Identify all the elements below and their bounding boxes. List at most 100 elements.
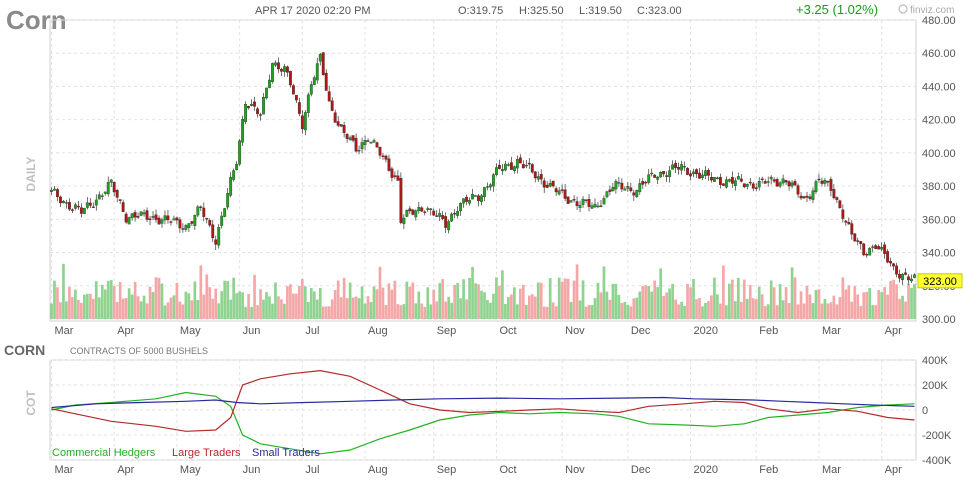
candle-body <box>913 274 916 278</box>
candle-body <box>345 133 349 139</box>
volume-bar <box>193 281 197 319</box>
candle-body <box>895 265 898 275</box>
candle-body <box>901 274 904 281</box>
candle-body <box>671 164 675 170</box>
volume-bar <box>641 285 645 319</box>
candle-body <box>471 194 474 200</box>
candle-body <box>898 273 901 279</box>
candle-body <box>483 187 486 197</box>
candle-body <box>327 91 331 102</box>
brand-label[interactable]: finviz.com <box>910 5 954 16</box>
volume-bar <box>554 306 558 319</box>
candle-body <box>820 180 824 184</box>
volume-bar <box>910 287 913 319</box>
candle-body <box>659 171 663 178</box>
volume-bar <box>354 296 358 319</box>
candle-body <box>805 195 809 198</box>
candle-body <box>59 196 62 204</box>
price-y-tick-label: 300.00 <box>922 314 956 326</box>
candle-body <box>569 200 573 203</box>
volume-bar <box>53 280 56 319</box>
candle-body <box>865 254 869 256</box>
finviz-brand[interactable]: finviz.com <box>898 4 954 16</box>
volume-bar <box>620 302 624 319</box>
candle-body <box>545 184 549 188</box>
volume-bar <box>510 294 513 319</box>
cot-x-tick-label: Mar <box>822 464 841 476</box>
volume-bar <box>339 297 343 319</box>
candle-body <box>336 121 340 126</box>
candle-body <box>841 209 845 219</box>
volume-bar <box>417 291 421 319</box>
candle-body <box>680 164 683 171</box>
candle-body <box>402 217 406 224</box>
volume-bar <box>187 293 191 319</box>
candle-body <box>378 146 382 156</box>
candle-body <box>262 97 265 115</box>
candle-body <box>611 187 615 192</box>
volume-bar <box>172 295 176 319</box>
volume-bar <box>244 306 247 319</box>
volume-bar <box>524 304 528 319</box>
volume-bar <box>605 291 609 319</box>
candle-body <box>435 215 439 217</box>
candle-body <box>515 159 519 169</box>
candle-body <box>211 224 215 239</box>
candle-body <box>542 180 546 188</box>
volume-bar <box>736 277 740 319</box>
candle-body <box>399 177 403 223</box>
volume-bar <box>823 299 827 319</box>
candle-body <box>862 243 866 256</box>
candle-body <box>587 198 591 207</box>
candle-body <box>721 183 725 186</box>
volume-bar <box>877 290 881 319</box>
volume-bar <box>841 277 845 319</box>
candle-body <box>70 209 74 211</box>
volume-bar <box>220 291 224 319</box>
last-price-tag: 323.00 <box>917 273 963 289</box>
volume-bar <box>229 299 233 319</box>
candle-body <box>232 170 236 180</box>
volume-bar <box>560 281 564 319</box>
candle-body <box>280 69 283 72</box>
price-y-tick-label: 380.00 <box>922 181 956 193</box>
candle-body <box>459 203 463 212</box>
candle-body <box>838 200 842 209</box>
cot-lines <box>51 369 915 455</box>
volume-bar <box>315 299 319 319</box>
volume-bar <box>309 288 313 319</box>
volume-bar <box>769 280 773 319</box>
volume-bar <box>530 294 534 319</box>
volume-bar <box>895 284 898 319</box>
volume-bar <box>259 289 262 319</box>
candle-body <box>793 181 797 186</box>
price-y-tick-label: 460.00 <box>922 48 956 60</box>
candle-body <box>253 101 256 107</box>
volume-bar <box>435 301 439 319</box>
volume-bar <box>584 306 588 319</box>
candle-body <box>563 189 567 199</box>
volume-bar <box>154 277 158 319</box>
volume-bar <box>489 302 492 319</box>
cot-y-tick-label: 0 <box>922 405 928 417</box>
volume-bar <box>94 281 98 319</box>
volume-bar <box>563 278 567 319</box>
volume-bar <box>817 289 821 319</box>
candle-body <box>686 168 689 175</box>
candle-body <box>160 219 164 224</box>
volume-bar <box>689 287 692 319</box>
quote-open: O:319.75 <box>458 5 503 17</box>
candle-body <box>560 189 564 191</box>
volume-bar <box>247 294 250 319</box>
volume-bar <box>91 298 95 319</box>
candle-body <box>133 212 137 218</box>
volume-bar <box>420 303 424 319</box>
volume-bar <box>274 282 277 319</box>
candle-body <box>169 221 173 223</box>
candle-body <box>904 272 907 275</box>
volume-bar <box>306 301 310 319</box>
candle-body <box>859 241 863 245</box>
cot-y-tick-label: 200K <box>922 380 948 392</box>
candle-body <box>823 180 827 184</box>
volume-bar <box>575 264 579 319</box>
